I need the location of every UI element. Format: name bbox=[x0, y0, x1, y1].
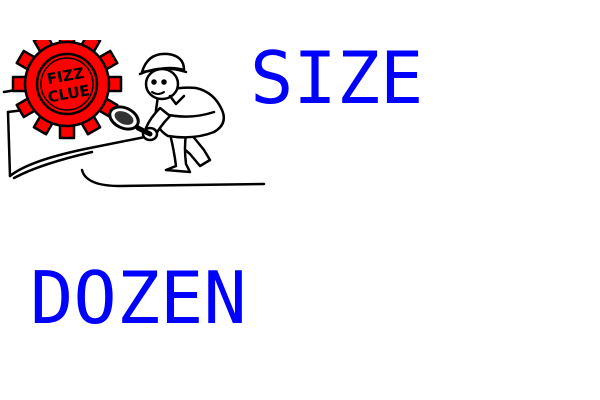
ground-lines bbox=[2, 84, 266, 188]
fizz-clue-logo: FIZZ CLUE bbox=[2, 40, 266, 188]
gear-icon: FIZZ CLUE bbox=[11, 40, 123, 140]
word-size: SIZE bbox=[250, 36, 424, 120]
detective-mascot-icon bbox=[138, 52, 225, 174]
word-dozen: DOZEN bbox=[30, 256, 247, 340]
magnifying-glass-icon bbox=[108, 105, 153, 137]
